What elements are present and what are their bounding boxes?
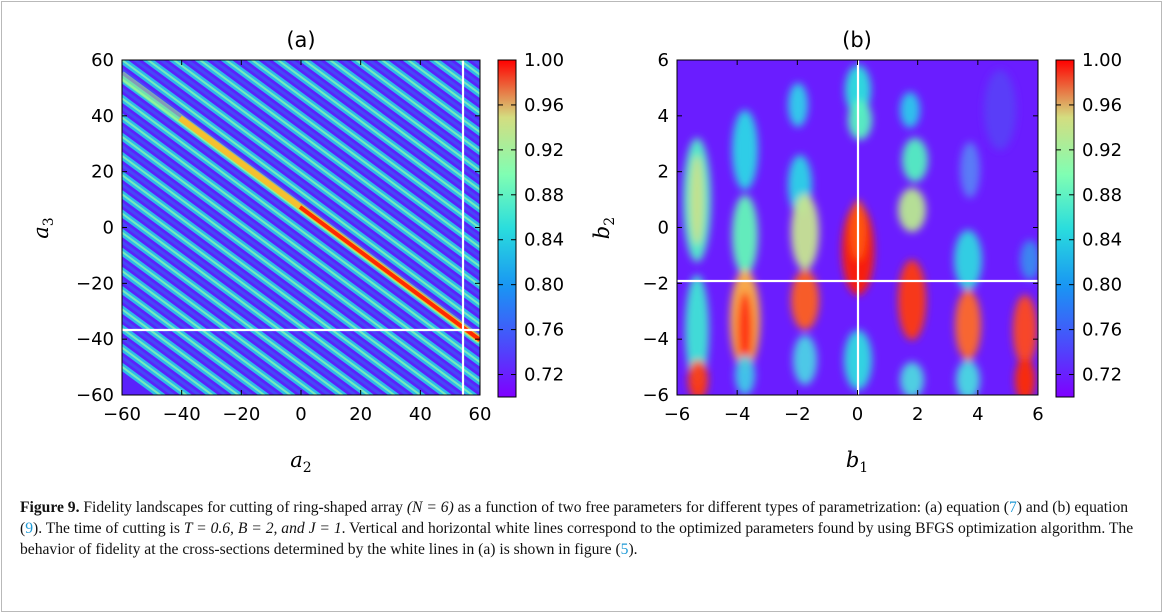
ticks-a: −60 −40 −20 0 20 40 60 60 40 20 0 −20 −40 −60 [76, 50, 491, 425]
y-tick-label: 0 [658, 218, 669, 239]
panel-b: (b) −6 −4 −2 0 2 4 6 6 4 2 0 −2 −4 −6 b1 b2 1.00 0.96 0… [590, 28, 1122, 476]
x-tick-label: 2 [912, 404, 923, 425]
colorbar-tick-label: 0.72 [1082, 365, 1122, 386]
caption-math: T = 0.6, B = 2, and J = 1 [183, 520, 342, 537]
y-tick-label: 0 [103, 218, 114, 239]
svg-text:a3: a3 [29, 217, 57, 238]
x-tick-label: 20 [349, 404, 372, 425]
caption-text: as a function of two free parameters for… [453, 499, 1009, 516]
x-tick-label: 40 [409, 404, 432, 425]
x-tick-label: 4 [972, 404, 983, 425]
equation-link[interactable]: 9 [25, 520, 33, 537]
colorbar-ticks-a: 1.00 0.96 0.92 0.88 0.84 0.80 0.76 0.72 [498, 50, 564, 386]
caption-text: Fidelity landscapes for cutting of ring-… [79, 499, 407, 516]
y-tick-label: −4 [642, 329, 669, 350]
figure-caption: Figure 9. Fidelity landscapes for cuttin… [20, 497, 1146, 560]
colorbar-a [497, 59, 517, 398]
colorbar-tick-label: 0.96 [1082, 95, 1122, 116]
equation-link[interactable]: 7 [1008, 499, 1017, 516]
colorbar-tick-label: 0.76 [524, 320, 564, 341]
heatmap-a [122, 60, 480, 395]
x-tick-label: −2 [784, 404, 811, 425]
y-tick-label: −60 [76, 385, 114, 406]
x-axis-label-a: a2 [290, 448, 311, 476]
y-tick-label: 2 [658, 162, 669, 183]
y-tick-label: 4 [658, 106, 669, 127]
y-tick-label: −40 [76, 329, 114, 350]
x-tick-label: −4 [724, 404, 751, 425]
colorbar-ticks-b: 1.00 0.96 0.92 0.88 0.84 0.80 0.76 0.72 [1056, 50, 1122, 386]
colorbar-tick-label: 0.84 [1082, 230, 1122, 251]
x-tick-label: 60 [469, 404, 492, 425]
svg-text:b2: b2 [590, 217, 618, 239]
ticks-b: −6 −4 −2 0 2 4 6 6 4 2 0 −2 −4 −6 [642, 50, 1043, 425]
colorbar-tick-label: 0.88 [1082, 185, 1122, 206]
caption-text: ). [628, 541, 638, 558]
colorbar-tick-label: 0.72 [524, 365, 564, 386]
x-tick-label: 0 [295, 404, 306, 425]
colorbar-tick-label: 1.00 [1082, 50, 1122, 71]
colorbar-tick-label: 0.92 [1082, 140, 1122, 161]
colorbar-tick-label: 0.88 [524, 185, 564, 206]
y-tick-label: 20 [91, 162, 114, 183]
y-axis-label-a: a3 [29, 217, 57, 238]
panel-b-title: (b) [842, 28, 872, 52]
x-tick-label: −6 [664, 404, 691, 425]
colorbar-tick-label: 0.96 [524, 95, 564, 116]
caption-text: . Vertical and horizontal white lines co… [20, 520, 1134, 558]
colorbar-tick-label: 0.76 [1082, 320, 1122, 341]
colorbar-tick-label: 0.80 [1082, 275, 1122, 296]
y-tick-label: −20 [76, 273, 114, 294]
y-axis-label-b: b2 [590, 217, 618, 239]
heatmap-b [677, 60, 1038, 395]
caption-text: ) and (b) equation ( [20, 499, 1129, 537]
colorbar-b [1055, 59, 1075, 398]
x-tick-label: −60 [103, 404, 141, 425]
y-tick-label: 6 [658, 50, 669, 71]
caption-text: ). The time of cutting is [33, 520, 184, 537]
caption-label: Figure 9. [20, 499, 80, 516]
y-tick-label: −2 [642, 273, 669, 294]
y-tick-label: 40 [91, 106, 114, 127]
figure-link[interactable]: 5 [620, 541, 629, 558]
colorbar-tick-label: 0.84 [524, 230, 564, 251]
x-tick-label: −40 [163, 404, 201, 425]
panel-a-title: (a) [286, 28, 315, 52]
colorbar-tick-label: 0.80 [524, 275, 564, 296]
y-tick-label: 60 [91, 50, 114, 71]
colorbar-tick-label: 1.00 [524, 50, 564, 71]
x-axis-label-b: b1 [846, 448, 868, 476]
x-tick-label: 6 [1032, 404, 1043, 425]
caption-math: (N = 6) [406, 499, 454, 516]
x-tick-label: 0 [852, 404, 863, 425]
x-tick-label: −20 [222, 404, 260, 425]
y-tick-label: −6 [642, 385, 669, 406]
colorbar-tick-label: 0.92 [524, 140, 564, 161]
